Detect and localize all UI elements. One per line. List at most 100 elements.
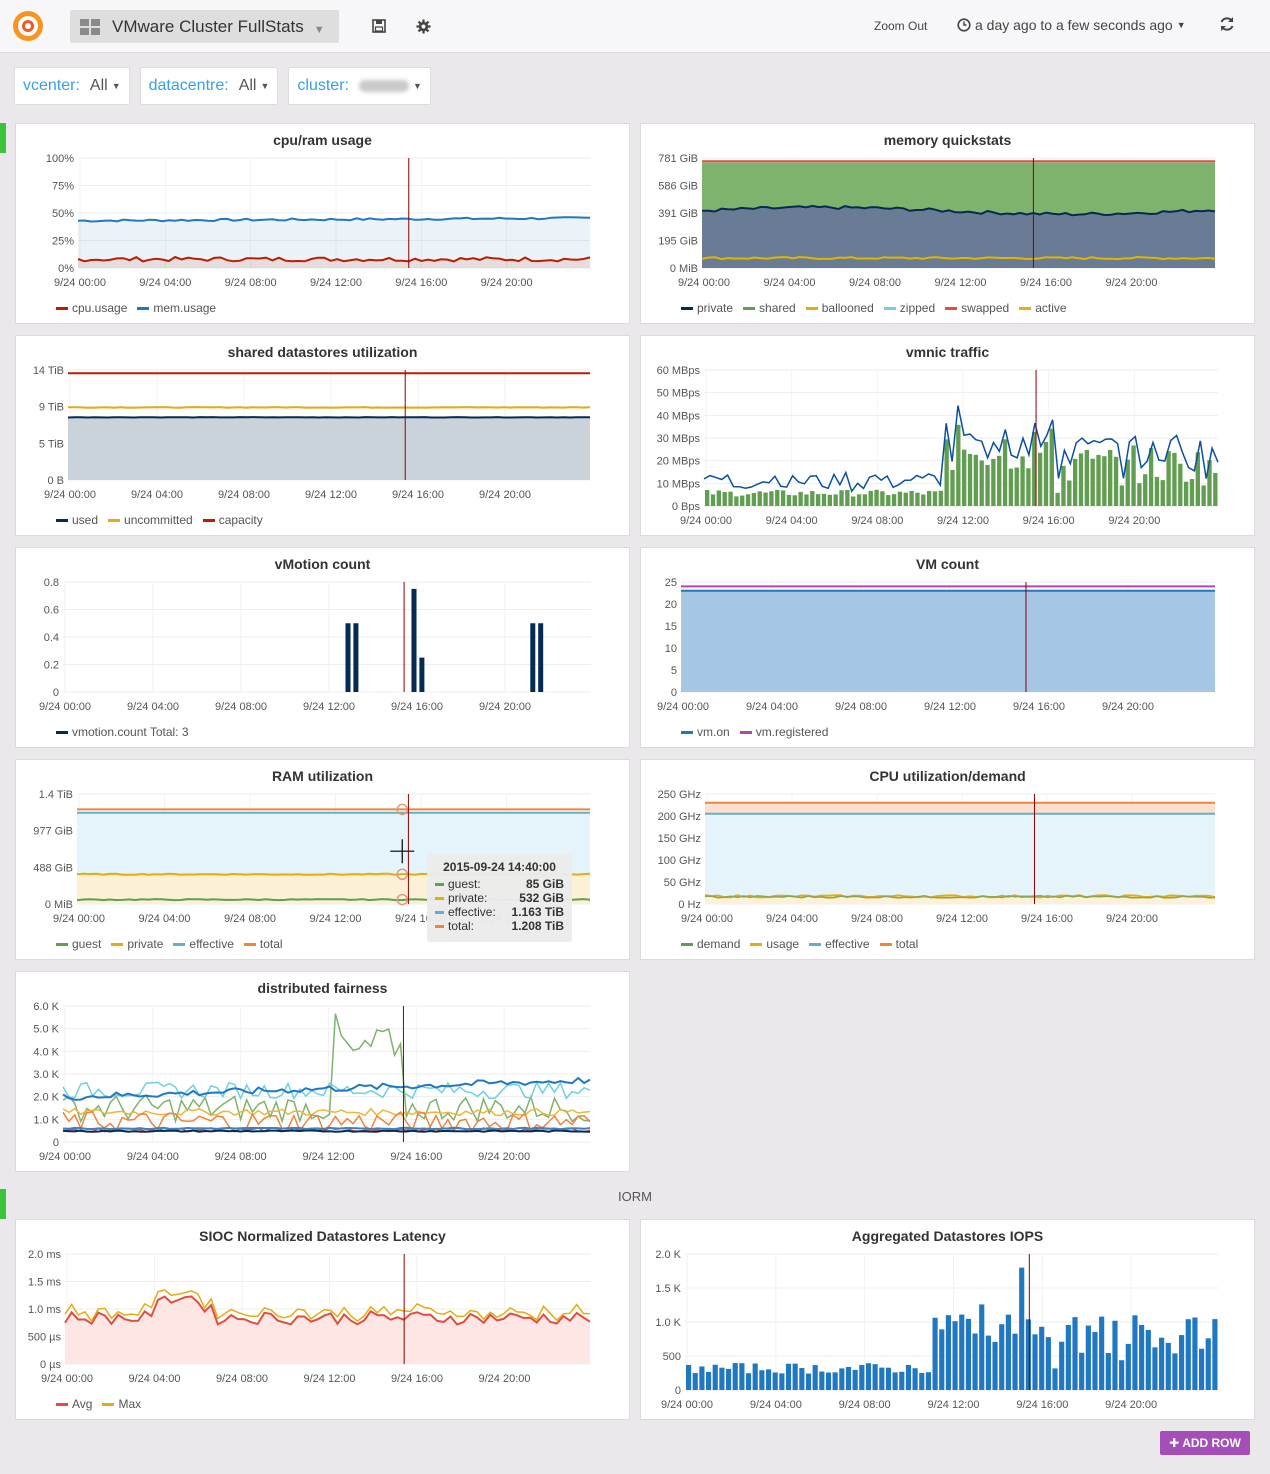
panel-title[interactable]: distributed fairness [257,980,388,996]
y-tick-label: 6.0 K [33,1001,59,1013]
iops-bar [1179,1335,1185,1390]
time-range-picker[interactable]: a day ago to a few seconds ago ▼ [957,17,1186,33]
traffic-bar [1078,453,1084,506]
traffic-bar [932,491,938,506]
panel-title[interactable]: cpu/ram usage [273,132,372,148]
legend-item[interactable]: zipped [883,301,936,315]
panel-title[interactable]: CPU utilization/demand [869,768,1026,784]
iops-bar [1125,1343,1131,1390]
y-tick-label: 500 µs [28,1332,62,1344]
legend-item[interactable]: active [1019,301,1067,315]
x-tick-label: 9/24 12:00 [937,515,989,527]
x-tick-label: 9/24 08:00 [216,1373,268,1385]
x-tick-label: 9/24 08:00 [839,1399,891,1411]
max-line [64,1289,590,1323]
legend-item[interactable]: vm.on [681,725,730,739]
legend-item[interactable]: used [56,513,98,527]
traffic-bar [1166,451,1171,506]
legend-item[interactable]: uncommitted [108,513,193,527]
panel-title[interactable]: Aggregated Datastores IOPS [851,1228,1044,1244]
panel-vmnic-traffic[interactable]: vmnic traffic 0 Bps 10 MBps 20 MBps 30 MBps… [640,335,1255,536]
iops-bar [759,1370,765,1390]
panel-title[interactable]: SIOC Normalized Datastores Latency [199,1228,446,1244]
traffic-bar [1037,452,1043,506]
variable-cluster[interactable]: cluster: ▼ [288,67,431,105]
iops-bar [952,1321,958,1390]
legend-item[interactable]: capacity [202,513,263,527]
zoom-out-button[interactable]: Zoom Out [874,19,928,33]
row-collapse-handle[interactable] [0,123,6,153]
traffic-bar [786,494,792,506]
legend-item[interactable]: mem.usage [137,301,216,315]
y-tick-label: 0 MiB [670,263,698,275]
caret-down-icon: ▼ [111,81,121,91]
x-tick-label: 9/24 12:00 [310,277,362,289]
legend-item[interactable]: vmotion.count Total: 3 [56,725,189,739]
variable-vcenter[interactable]: vcenter: All ▼ [14,67,130,105]
panel-title[interactable]: shared datastores utilization [227,344,418,360]
tooltip-key: effective: [448,905,496,919]
add-row-button[interactable]: ✚ ADD ROW [1160,1431,1250,1455]
legend-item[interactable]: total [243,937,283,951]
legend-item[interactable]: guest [56,937,101,951]
panel-cpu-ram-usage[interactable]: cpu/ram usage 0% 25% 50% 75% 100% 9/24 00:00 9… [15,123,630,324]
traffic-bar [1049,428,1054,506]
iops-bar [1052,1368,1058,1390]
y-tick-label: 2.0 ms [28,1249,62,1261]
legend-item[interactable]: private [681,301,733,315]
panel-cpu-utilization[interactable]: CPU utilization/demand 0 Hz 50 GHz 100 GHz… [640,759,1255,960]
settings-button[interactable] [411,14,435,38]
legend-item[interactable]: cpu.usage [56,301,127,315]
panel-title[interactable]: memory quickstats [883,132,1012,148]
panel-datastores-iops[interactable]: Aggregated Datastores IOPS 0 500 1.0 K 1.5 … [640,1219,1255,1420]
panel-vmotion-count[interactable]: vMotion count 0 0.2 0.4 0.6 0.8 9/24 00:00 9/2… [15,547,630,748]
mem-usage-area [78,217,590,268]
legend-item[interactable]: effective [173,937,234,951]
panel-memory-quickstats[interactable]: memory quickstats 0 MiB 195 GiB 391 GiB 586… [640,123,1255,324]
traffic-bar [991,458,996,506]
iops-bar [1045,1337,1051,1390]
x-tick-label: 9/24 04:00 [764,277,816,289]
legend-item[interactable]: demand [681,937,740,951]
y-tick-label: 488 GiB [33,862,73,874]
panel-title[interactable]: vmnic traffic [905,344,990,360]
save-button[interactable] [367,14,391,38]
legend-item[interactable]: shared [743,301,796,315]
legend-item[interactable]: effective [809,937,870,951]
legend-label: zipped [899,301,936,315]
refresh-button[interactable] [1218,15,1236,38]
panel-sioc-latency[interactable]: SIOC Normalized Datastores Latency 0 µs 5… [15,1219,630,1420]
legend-item[interactable]: usage [750,937,799,951]
iops-bar [1099,1316,1105,1390]
row-title[interactable]: IORM [618,1189,652,1204]
variable-datacentre[interactable]: datacentre: All ▼ [139,67,279,105]
legend-item[interactable]: Avg [56,1397,92,1411]
y-tick-label: 9 TiB [39,402,64,414]
panel-distributed-fairness[interactable]: distributed fairness 0 1.0 K 2.0 K 3.0 K 4.0… [15,971,630,1172]
x-tick-label: 9/24 00:00 [681,913,733,925]
traffic-bar [962,449,967,506]
iops-bar [785,1363,792,1390]
traffic-bar [1096,454,1101,506]
dashboard-title-dropdown[interactable]: VMware Cluster FullStats ▼ [70,10,339,43]
panel-vm-count[interactable]: VM count 0 5 10 15 20 25 9/24 00:00 9/24 04:00 9… [640,547,1255,748]
legend-item[interactable]: private [111,937,163,951]
legend-item[interactable]: total [879,937,918,951]
traffic-bar [734,496,739,506]
panel-title[interactable]: vMotion count [274,556,371,572]
legend-swatch [202,518,215,522]
legend-label: private [697,301,734,315]
panel-title[interactable]: VM count [916,556,979,572]
legend-item[interactable]: vm.registered [739,725,828,739]
legend-item[interactable]: Max [102,1397,141,1411]
panel-shared-datastores[interactable]: shared datastores utilization 0 B 5 TiB 9 … [15,335,630,536]
x-tick-label: 9/24 08:00 [851,913,903,925]
legend-item[interactable]: ballooned [805,301,874,315]
x-tick-label: 9/24 08:00 [849,277,901,289]
grafana-logo-icon[interactable] [10,8,46,44]
legend-label: cpu.usage [72,301,128,315]
row-collapse-handle[interactable] [0,1189,6,1219]
traffic-bar [821,493,827,506]
legend-item[interactable]: swapped [945,301,1009,315]
panel-title[interactable]: RAM utilization [271,768,374,784]
